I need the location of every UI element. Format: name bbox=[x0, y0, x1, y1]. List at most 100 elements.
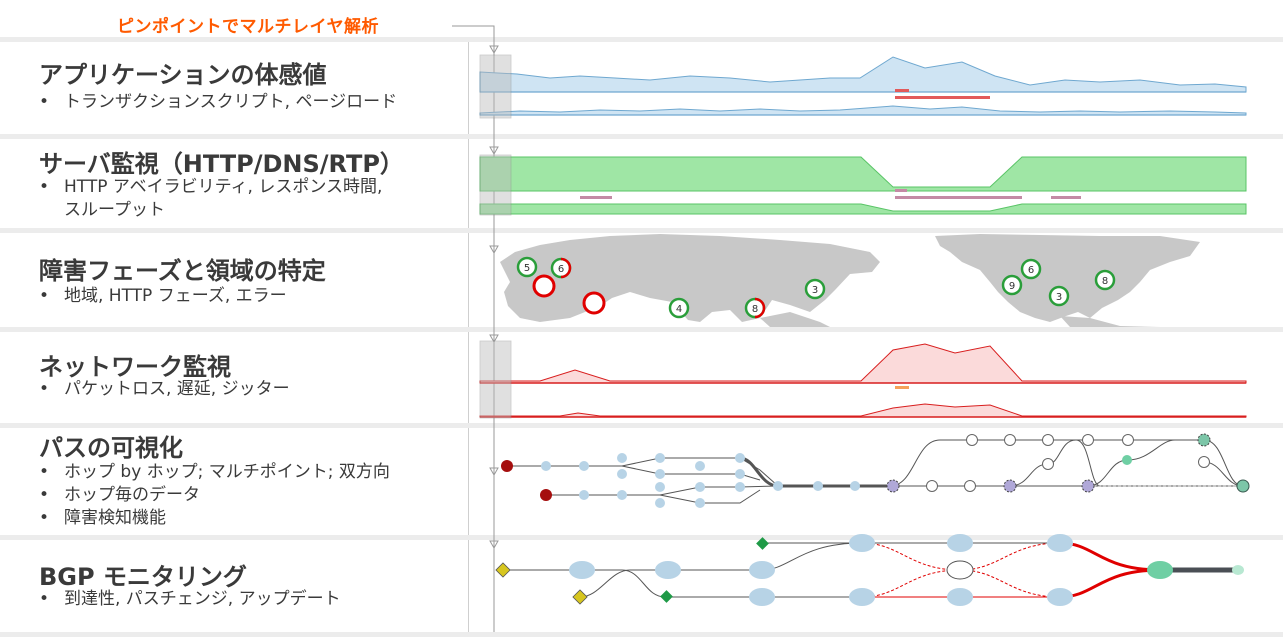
map-marker: 8 bbox=[1094, 269, 1116, 291]
bgp-link bbox=[761, 542, 863, 571]
hop-node-open bbox=[1082, 434, 1094, 446]
hop-nodes bbox=[541, 453, 860, 508]
packet-loss-area bbox=[479, 343, 1247, 384]
pinpoint-callout: ピンポイントでマルチレイヤ解析 bbox=[117, 17, 379, 37]
time-marker-triangle bbox=[489, 146, 499, 156]
row-separator bbox=[0, 327, 1283, 332]
as-node bbox=[1047, 534, 1073, 552]
hop-node bbox=[695, 482, 705, 492]
column-divider bbox=[468, 332, 469, 423]
hop-node-open bbox=[1198, 456, 1210, 468]
bgp-active-path bbox=[1059, 568, 1161, 599]
column-divider bbox=[468, 428, 469, 535]
fault-nodes bbox=[886, 433, 1211, 493]
monitor-diamond bbox=[572, 589, 588, 605]
hop-node-open bbox=[1004, 434, 1016, 446]
section-title: パスの可視化 bbox=[39, 434, 183, 462]
north-america-landmass bbox=[935, 234, 1200, 322]
as-node bbox=[655, 561, 681, 579]
path-link bbox=[659, 489, 761, 504]
bgp-link bbox=[503, 569, 1060, 598]
hop-node bbox=[695, 461, 705, 471]
hop-node bbox=[813, 481, 823, 491]
open-nodes bbox=[926, 434, 1210, 492]
section-title: BGP モニタリング bbox=[39, 563, 247, 591]
time-marker-triangle bbox=[489, 45, 499, 55]
hop-node-open bbox=[1042, 434, 1054, 446]
as-node bbox=[749, 561, 775, 579]
error-bar bbox=[895, 189, 907, 192]
as-node bbox=[947, 534, 973, 552]
error-bar bbox=[1051, 196, 1081, 199]
section-title: ネットワーク監視 bbox=[39, 353, 231, 381]
hop-node bbox=[735, 482, 745, 492]
fault-hop-node bbox=[1003, 479, 1017, 493]
map-marker-count: 3 bbox=[812, 285, 818, 296]
map-marker: 3 bbox=[804, 278, 826, 300]
central-america-landmass bbox=[1060, 316, 1160, 327]
time-marker-triangle bbox=[489, 540, 499, 550]
map-marker-count: 8 bbox=[1102, 276, 1108, 287]
path-visualization bbox=[501, 433, 1250, 508]
map-marker: 6 bbox=[1020, 258, 1042, 280]
fault-hop-node bbox=[1197, 433, 1211, 447]
map-marker-count: 6 bbox=[558, 264, 564, 275]
green-hop-node bbox=[1122, 455, 1132, 465]
transaction-area bbox=[479, 105, 1247, 116]
source-node bbox=[501, 460, 513, 472]
hop-node bbox=[655, 469, 665, 479]
as-node bbox=[749, 588, 775, 606]
path-link bbox=[889, 439, 1244, 487]
map-markers: 5 6 4 8 3 6 9 3 8 bbox=[516, 256, 1116, 319]
hop-node-open bbox=[964, 480, 976, 492]
section-title: サーバ監視（HTTP/DNS/RTP） bbox=[39, 150, 404, 178]
latency-area bbox=[479, 403, 1247, 418]
hop-node bbox=[579, 461, 589, 471]
map-marker: 8 bbox=[744, 297, 766, 319]
error-bar bbox=[895, 386, 909, 389]
section-title: アプリケーションの体感値 bbox=[39, 61, 327, 89]
map-marker bbox=[532, 274, 556, 298]
section-bullet: • トランザクションスクリプト, ページロード bbox=[39, 92, 398, 112]
map-marker-count: 5 bbox=[524, 263, 530, 274]
as-node bbox=[849, 534, 875, 552]
hop-node bbox=[655, 482, 665, 492]
server-monitoring-chart bbox=[479, 154, 1247, 216]
hop-node-open bbox=[1042, 458, 1054, 470]
target-as-node bbox=[1147, 561, 1173, 579]
map-marker: 9 bbox=[1001, 274, 1023, 296]
time-selection bbox=[479, 340, 512, 419]
prefix-node bbox=[1232, 565, 1244, 575]
monitor-diamond bbox=[756, 537, 769, 550]
bgp-monitoring bbox=[495, 534, 1244, 606]
section-bullet: • HTTP アベイラビリティ, レスポンス時間, bbox=[39, 177, 383, 197]
hop-node bbox=[735, 469, 745, 479]
as-nodes bbox=[569, 534, 1073, 606]
row-separator bbox=[0, 228, 1283, 233]
monitor-diamond bbox=[495, 562, 511, 578]
error-bar bbox=[895, 96, 990, 99]
availability-area bbox=[479, 156, 1247, 192]
eurasia-landmass bbox=[500, 234, 880, 322]
map-marker-count: 9 bbox=[1009, 281, 1015, 292]
page-load-area bbox=[479, 56, 1247, 93]
as-node bbox=[1047, 588, 1073, 606]
app-experience-chart bbox=[479, 54, 1247, 119]
hop-node bbox=[773, 481, 783, 491]
error-bar bbox=[580, 196, 612, 199]
bgp-links bbox=[503, 542, 1060, 598]
time-selection bbox=[479, 154, 512, 216]
section-title: 障害フェーズと領域の特定 bbox=[39, 257, 326, 285]
row-separator bbox=[0, 632, 1283, 637]
map-marker: 3 bbox=[1048, 285, 1070, 307]
hop-node bbox=[617, 490, 627, 500]
bullet-dot: • bbox=[39, 379, 50, 399]
map-marker-count: 4 bbox=[676, 304, 682, 315]
column-divider bbox=[468, 42, 469, 134]
map-marker-count: 3 bbox=[1056, 292, 1062, 303]
column-divider bbox=[468, 540, 469, 632]
timeline-markers bbox=[489, 45, 499, 550]
row-separator bbox=[0, 37, 1283, 42]
hop-node bbox=[617, 469, 627, 479]
